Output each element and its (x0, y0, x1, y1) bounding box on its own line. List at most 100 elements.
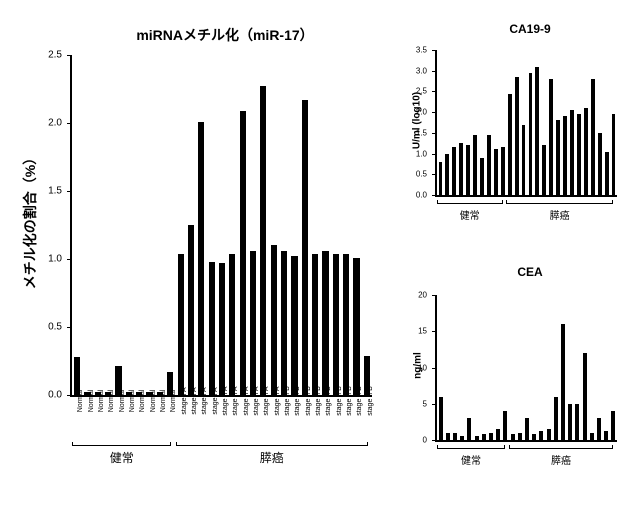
ytick-label: 15 (418, 327, 427, 336)
ytick-label: 0.0 (416, 191, 427, 200)
bar (525, 418, 529, 440)
bar (466, 145, 470, 195)
bar (494, 149, 498, 195)
main-chart-title: miRNAメチル化（miR-17） (100, 25, 350, 45)
xtick-label: stage II A (232, 386, 239, 415)
bar (439, 162, 443, 195)
bar (480, 158, 484, 195)
bar (604, 431, 608, 440)
bar (322, 251, 328, 395)
xtick-label: stage II B (367, 386, 374, 416)
ytick-label: 3.5 (416, 46, 427, 55)
bar (529, 73, 533, 195)
ytick-label: 3.0 (416, 66, 427, 75)
bar (260, 86, 266, 395)
bar (271, 245, 277, 395)
ytick-label: 0.0 (48, 390, 62, 401)
bar (503, 411, 507, 440)
ytick-label: 2.0 (416, 108, 427, 117)
xtick-label: stage II B (346, 386, 353, 416)
group-label: 膵癌 (506, 207, 614, 222)
xtick-label: Normal (98, 390, 105, 413)
bar (590, 433, 594, 440)
figure-container: miRNAメチル化（miR-17） メチル化の割合（%） CA19-9 U/ml… (0, 0, 640, 511)
xtick-label: stage II A (222, 386, 229, 415)
bar (439, 397, 443, 441)
group-label: 健常 (437, 452, 506, 467)
group-label: 健常 (72, 449, 171, 466)
ca199-chart-title: CA19-9 (455, 22, 605, 36)
xtick-label: Normal (77, 390, 84, 413)
ytick-label: 20 (418, 291, 427, 300)
bar (446, 433, 450, 440)
bar (312, 254, 318, 395)
bar (302, 100, 308, 395)
cea-chart-title: CEA (455, 265, 605, 279)
xtick-label: stage II B (284, 386, 291, 416)
xtick-label: stage I A (212, 387, 219, 414)
xtick-label: Normal (119, 390, 126, 413)
bar (515, 77, 519, 195)
bar (532, 434, 536, 440)
bar (583, 353, 587, 440)
group-bracket (437, 448, 506, 449)
ytick-label: 1.5 (416, 128, 427, 137)
bar (508, 94, 512, 196)
xtick-label: Normal (129, 390, 136, 413)
xtick-label: stage I A (181, 387, 188, 414)
xtick-label: stage II B (305, 386, 312, 416)
group-bracket (509, 448, 614, 449)
bar (584, 108, 588, 195)
group-bracket (506, 203, 614, 204)
ytick-label: 0 (423, 436, 427, 445)
bar (291, 256, 297, 395)
xtick-label: Normal (170, 390, 177, 413)
xtick-label: stage II B (294, 386, 301, 416)
bar (198, 122, 204, 395)
xtick-label: stage II B (336, 386, 343, 416)
bar (539, 431, 543, 440)
xtick-label: Normal (150, 390, 157, 413)
cea-plot-area (435, 295, 617, 442)
ytick-label: 2.5 (48, 50, 62, 61)
main-ylabel: メチル化の割合（%） (20, 140, 40, 300)
bar (188, 225, 194, 395)
group-label: 膵癌 (509, 452, 614, 467)
ytick-label: 1.0 (416, 149, 427, 158)
bar (518, 433, 522, 440)
xtick-label: stage II A (263, 386, 270, 415)
bar (333, 254, 339, 395)
bar (178, 254, 184, 395)
ytick-label: 0.5 (416, 170, 427, 179)
group-bracket (72, 445, 171, 446)
bar (542, 145, 546, 195)
bar (501, 147, 505, 195)
bar (219, 263, 225, 395)
group-label: 膵癌 (176, 449, 368, 466)
group-label: 健常 (437, 207, 503, 222)
ytick-label: 1.0 (48, 254, 62, 265)
xtick-label: Normal (160, 390, 167, 413)
bar (467, 418, 471, 440)
bar (535, 67, 539, 195)
bar (240, 111, 246, 395)
ytick-label: 1.5 (48, 186, 62, 197)
bar (229, 254, 235, 395)
bar (473, 135, 477, 195)
bar (597, 418, 601, 440)
main-plot-area (70, 55, 372, 397)
bar (598, 133, 602, 195)
bar (522, 125, 526, 195)
ca199-plot-area (435, 50, 617, 197)
bar (577, 114, 581, 195)
bar (452, 147, 456, 195)
bar (475, 436, 479, 440)
group-bracket (437, 203, 503, 204)
bar (591, 79, 595, 195)
bar (563, 116, 567, 195)
xtick-label: Normal (88, 390, 95, 413)
xtick-label: stage II A (253, 386, 260, 415)
bar (445, 154, 449, 195)
bar (554, 397, 558, 441)
group-bracket (176, 445, 368, 446)
